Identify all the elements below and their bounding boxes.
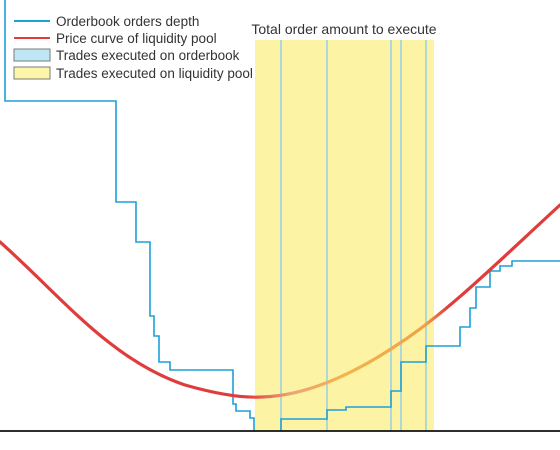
legend-item-depth: Orderbook orders depth bbox=[14, 14, 199, 29]
legend-label: Price curve of liquidity pool bbox=[56, 31, 217, 46]
pool-trades-swatch-icon bbox=[13, 66, 51, 80]
legend-label: Trades executed on orderbook bbox=[56, 48, 240, 63]
legend-label: Orderbook orders depth bbox=[56, 14, 199, 29]
price-curve-line bbox=[0, 203, 560, 399]
legend-item-pool-trades: Trades executed on liquidity pool bbox=[13, 66, 253, 81]
legend-label: Trades executed on liquidity pool bbox=[56, 66, 253, 81]
legend: Orderbook orders depth Price curve of li… bbox=[13, 14, 253, 81]
legend-item-ob-trades: Trades executed on orderbook bbox=[13, 48, 240, 63]
legend-item-curve: Price curve of liquidity pool bbox=[14, 31, 217, 46]
execution-window-band bbox=[255, 40, 434, 431]
orderbook-depth-line bbox=[4, 0, 255, 431]
orderbook-trades-swatch-icon bbox=[13, 48, 51, 62]
execution-window-label: Total order amount to execute bbox=[251, 21, 436, 37]
orderbook-depth-line bbox=[280, 260, 560, 431]
